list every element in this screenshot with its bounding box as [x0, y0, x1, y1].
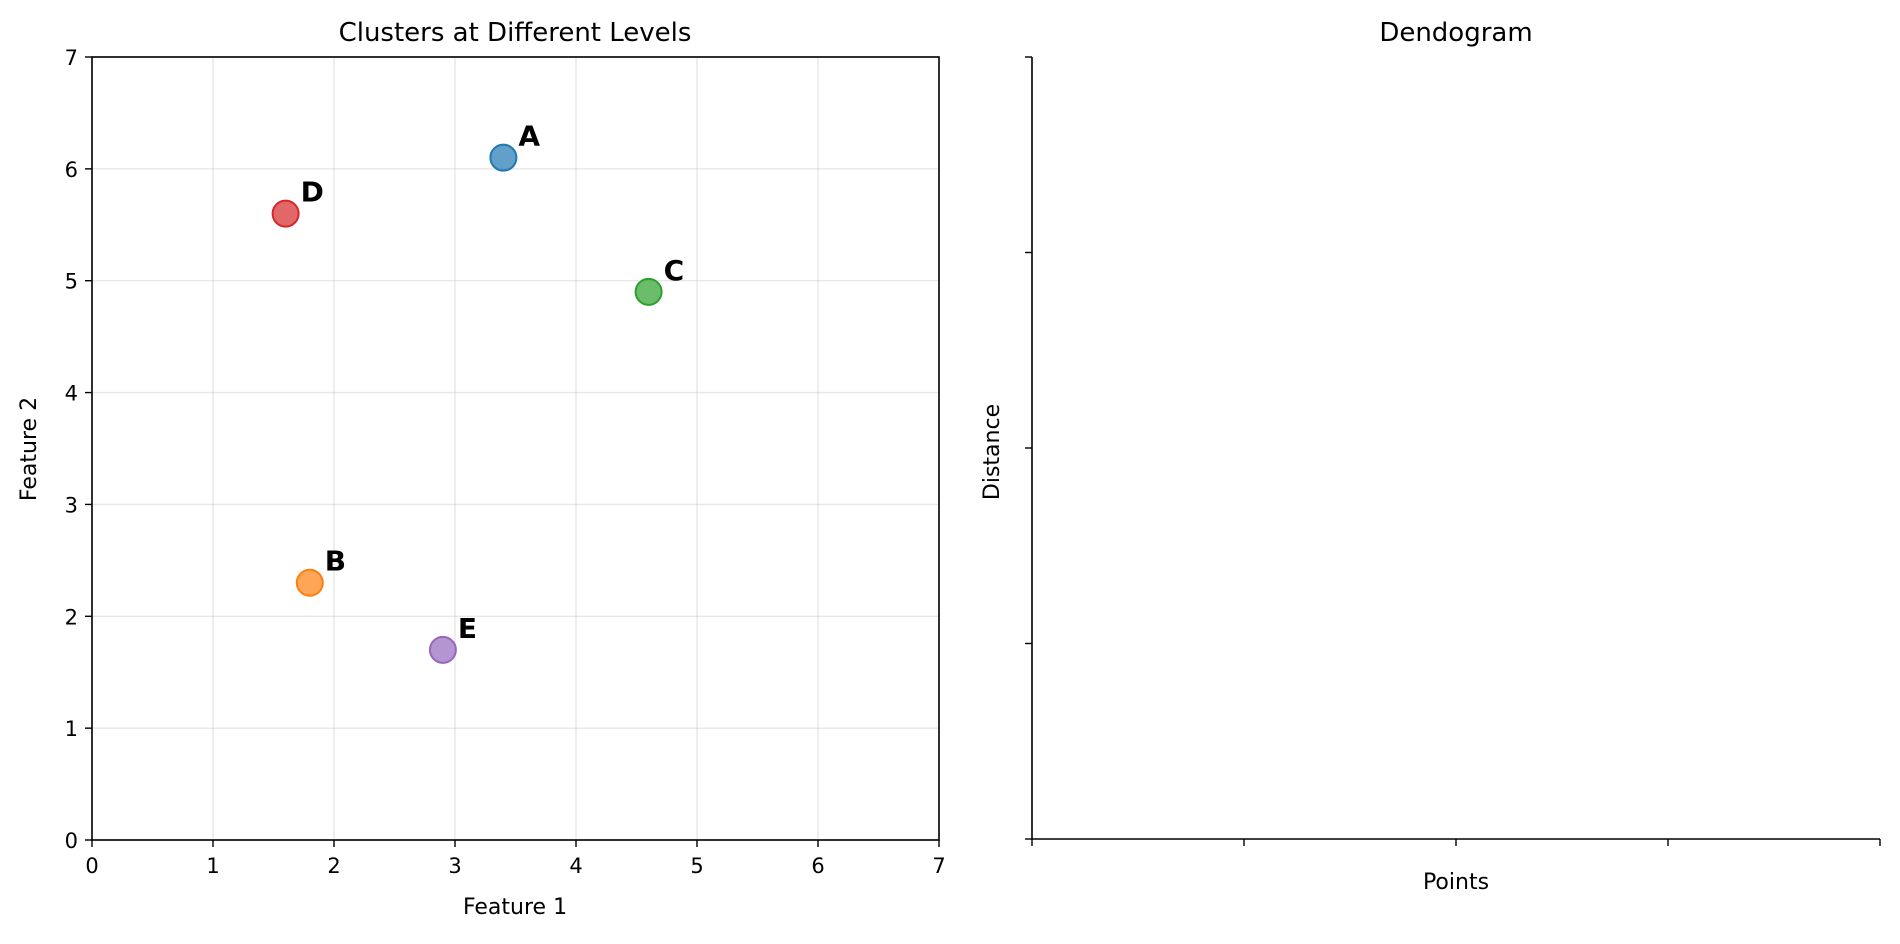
- dendrogram-ticks: [1025, 56, 1881, 846]
- point-e-marker: [428, 635, 457, 664]
- point-c-label: C: [664, 254, 685, 287]
- x-tick-label: 0: [85, 854, 98, 878]
- dendrogram-panel: Dendogram Points Distance: [980, 18, 1881, 895]
- scatter-grid: [91, 56, 940, 841]
- y-tick-label: 0: [65, 829, 78, 853]
- point-d-label: D: [301, 176, 324, 209]
- x-tick-label: 3: [448, 854, 461, 878]
- scatter-x-axis-label: Feature 1: [463, 895, 567, 920]
- x-tick-label: 6: [811, 854, 824, 878]
- point-b-marker: [295, 568, 324, 597]
- x-tick-label: 5: [690, 854, 703, 878]
- x-tick-label: 2: [327, 854, 340, 878]
- y-tick-label: 4: [65, 382, 78, 406]
- y-tick-label: 1: [65, 717, 78, 741]
- point-a-marker: [489, 143, 518, 172]
- point-e-label: E: [458, 612, 477, 645]
- y-tick-label: 6: [65, 158, 78, 182]
- scatter-y-axis-label: Feature 2: [17, 397, 42, 501]
- y-tick-label: 2: [65, 605, 78, 629]
- dendrogram-x-axis-label: Points: [1423, 870, 1489, 895]
- y-tick-label: 3: [65, 493, 78, 517]
- scatter-ticks: 0 1 2 3 4 5 6 7 0 1 2 3 4 5 6 7: [65, 46, 946, 878]
- dendrogram-title: Dendogram: [1379, 18, 1532, 48]
- point-a-label: A: [518, 120, 540, 153]
- point-b-label: B: [325, 545, 346, 578]
- x-tick-label: 1: [206, 854, 219, 878]
- y-tick-label: 5: [65, 270, 78, 294]
- dendrogram-axes-spines: [1031, 57, 1880, 840]
- dendrogram-y-axis-label: Distance: [980, 404, 1005, 500]
- scatter-panel: Clusters at Different Levels 0 1 2 3 4 5 6 7 0 1 2…: [17, 18, 946, 920]
- point-d-marker: [271, 199, 300, 228]
- point-c-marker: [634, 277, 663, 306]
- x-tick-label: 4: [569, 854, 582, 878]
- scatter-plot-area: [91, 56, 940, 841]
- scatter-title: Clusters at Different Levels: [339, 18, 692, 48]
- scatter-points: A B C D E: [271, 120, 685, 664]
- x-tick-label: 7: [932, 854, 945, 878]
- y-tick-label: 7: [65, 46, 78, 70]
